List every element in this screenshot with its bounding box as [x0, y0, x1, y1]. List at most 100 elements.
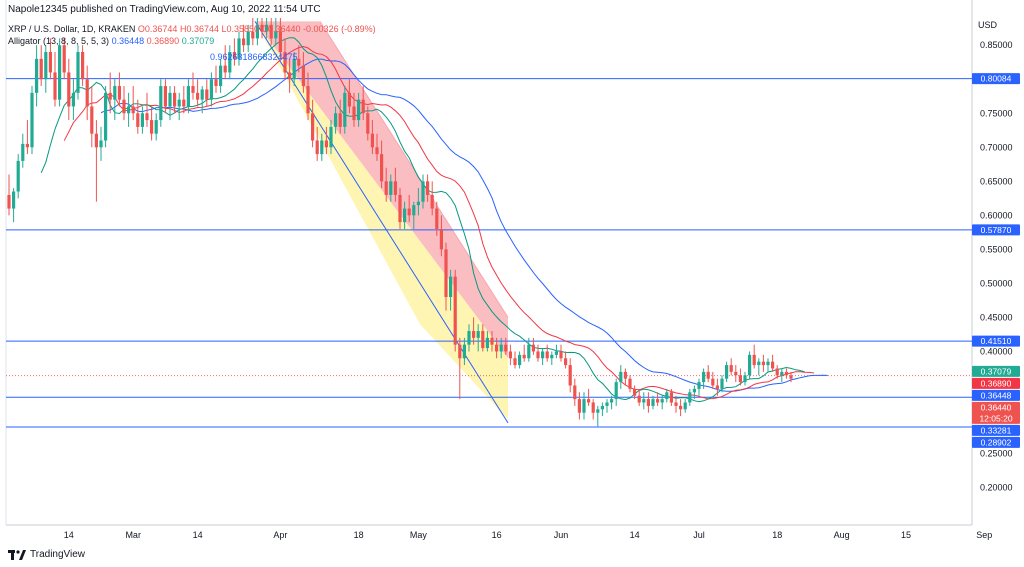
candle: [462, 337, 466, 366]
candle: [531, 337, 535, 355]
candle: [58, 38, 62, 107]
candle: [44, 45, 48, 93]
candle-body: [219, 65, 223, 87]
candle: [251, 18, 255, 46]
candle: [577, 392, 581, 420]
candle-body: [81, 52, 85, 80]
x-tick-label: Apr: [273, 530, 287, 540]
price-label-tag: 0.33281: [972, 424, 1020, 436]
candle: [715, 378, 719, 396]
candle-body: [660, 399, 664, 403]
candle: [278, 18, 282, 59]
candle: [12, 188, 16, 223]
candle: [688, 388, 692, 406]
candle-body: [522, 354, 526, 359]
candle: [306, 72, 310, 121]
brand-name: TradingView: [30, 549, 86, 560]
candle: [384, 167, 388, 202]
candle-body: [435, 208, 439, 229]
candle: [637, 388, 641, 406]
candle-body: [564, 358, 568, 366]
candle: [232, 38, 236, 66]
candle: [679, 399, 683, 417]
symbol-name: XRP / U.S. Dollar, 1D, KRAKEN: [8, 24, 136, 34]
candle-body: [398, 194, 402, 223]
candle: [108, 72, 112, 114]
x-tick-label: 18: [354, 530, 364, 540]
candle-body: [545, 351, 549, 359]
candle: [85, 65, 89, 121]
candle: [25, 120, 29, 155]
candle-body: [265, 24, 269, 32]
candle-body: [297, 58, 301, 66]
candle: [559, 344, 563, 362]
candle: [435, 201, 439, 236]
tradingview-logo[interactable]: TradingView: [8, 549, 85, 560]
candle-body: [706, 371, 710, 379]
candle: [485, 331, 489, 352]
candle-body: [568, 365, 572, 386]
candle-body: [729, 365, 733, 372]
y-tick-label: 0.25000: [980, 449, 1013, 459]
candle: [619, 365, 623, 389]
candle-body: [278, 31, 282, 53]
candle-body: [495, 344, 499, 352]
candle: [242, 24, 246, 53]
candle: [94, 120, 98, 202]
candle: [720, 375, 724, 393]
candle: [200, 86, 204, 114]
candle-body: [504, 344, 508, 352]
candle: [780, 368, 784, 383]
candle: [219, 58, 223, 93]
candle: [481, 324, 485, 352]
price-label-bg: [972, 389, 1020, 401]
candle-body: [587, 399, 591, 403]
ohlc-values: O0.36744 H0.36744 L0.35850 C0.36440 -0.0…: [137, 24, 376, 34]
alligator-legend[interactable]: Alligator (13, 8, 8, 5, 5, 3) 0.36448 0.…: [8, 36, 214, 46]
candle: [375, 133, 379, 161]
candle: [329, 120, 333, 155]
price-label-bg: [972, 377, 1020, 389]
candle-body: [766, 361, 770, 366]
candle: [646, 392, 650, 413]
candle-body: [140, 113, 144, 127]
y-tick-label: 0.55000: [980, 244, 1013, 254]
candle-body: [269, 24, 273, 39]
candle: [573, 378, 577, 406]
candle: [357, 92, 361, 127]
candle: [53, 52, 57, 107]
candle-body: [725, 365, 729, 379]
candle: [343, 86, 347, 134]
candle-body: [605, 402, 609, 406]
candle-body: [16, 160, 20, 192]
candle-body: [527, 344, 531, 359]
candle-body: [357, 99, 361, 121]
candle: [145, 92, 149, 127]
candle: [334, 106, 338, 134]
price-label-tag: 0.37079: [972, 365, 1020, 377]
candle-body: [320, 140, 324, 155]
candle-body: [94, 133, 98, 148]
candle: [587, 388, 591, 406]
candle-body: [329, 126, 333, 148]
candle: [361, 86, 365, 121]
price-label-bg: [972, 424, 1020, 436]
candle-body: [48, 52, 52, 73]
candle: [67, 58, 71, 121]
candle: [605, 399, 609, 413]
candle: [734, 365, 738, 383]
candle-body: [430, 194, 434, 209]
candle: [168, 86, 172, 121]
candle: [495, 337, 499, 359]
candle-body: [623, 371, 627, 379]
candle: [191, 72, 195, 100]
symbol-legend[interactable]: XRP / U.S. Dollar, 1D, KRAKEN O0.36744 H…: [8, 24, 376, 34]
candle: [458, 337, 462, 400]
price-label-text: 0.28902: [981, 437, 1012, 447]
candle-body: [784, 371, 788, 376]
candle-body: [642, 399, 646, 403]
candle: [591, 399, 595, 420]
candle-body: [232, 52, 236, 59]
candle-body: [715, 385, 719, 389]
